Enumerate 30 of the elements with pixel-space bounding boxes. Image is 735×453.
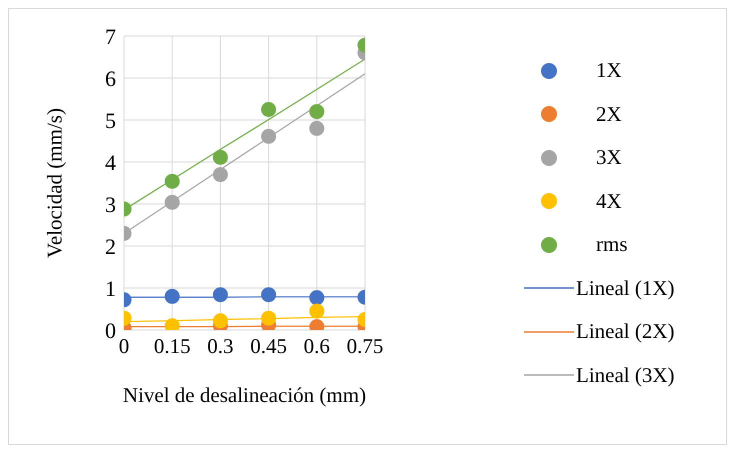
- point: [261, 287, 276, 302]
- y-tick-label: 6: [105, 66, 116, 91]
- y-tick-label: 7: [105, 24, 116, 49]
- x-tick-label: 0.6: [304, 334, 330, 358]
- point: [212, 287, 228, 302]
- point: [212, 167, 228, 182]
- legend-label: 2X: [596, 102, 622, 127]
- x-tick-label: 0.15: [154, 334, 191, 358]
- y-tick-label: 4: [105, 150, 116, 175]
- legend-label: rms: [596, 232, 628, 258]
- x-tick-label: 0.75: [346, 334, 384, 358]
- y-tick-label: 1: [105, 276, 116, 301]
- y-tick-label: 2: [105, 234, 116, 259]
- x-axis-title: Nivel de desalineación (mm): [122, 383, 366, 407]
- y-tick-label: 3: [105, 192, 116, 217]
- x-tick-label: 0.45: [250, 334, 287, 358]
- y-tick-label: 5: [105, 108, 116, 133]
- point: [212, 150, 228, 165]
- legend-label: 3X: [596, 145, 622, 170]
- x-tick-label: 0.3: [207, 334, 234, 358]
- point: [261, 102, 276, 117]
- point: [261, 310, 276, 326]
- y-axis-title: Velocidad (mm/s): [42, 108, 66, 258]
- point: [212, 313, 228, 328]
- point: [261, 128, 276, 144]
- legend-label: 4X: [596, 188, 622, 214]
- legend-label: 1X: [596, 58, 622, 84]
- legend-label: Lineal (2X): [576, 319, 675, 344]
- legend-label: Lineal (3X): [576, 362, 675, 388]
- legend-label: Lineal (1X): [576, 276, 675, 301]
